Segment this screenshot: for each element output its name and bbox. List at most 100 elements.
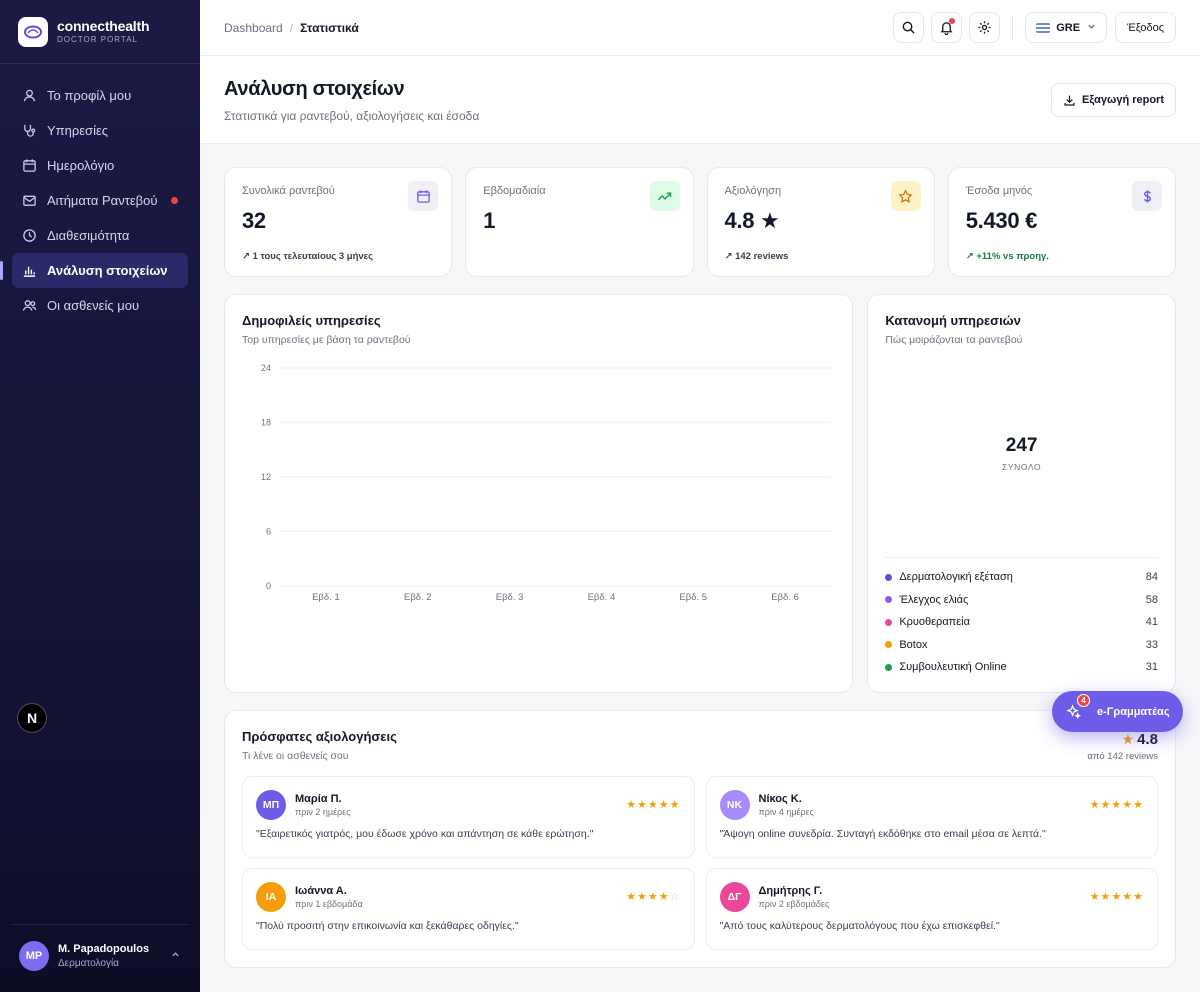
legend-dot <box>885 641 893 649</box>
y-tick-label: 0 <box>266 581 271 591</box>
page-title: Ανάλυση στοιχείων <box>224 78 405 100</box>
stat-card-rating: Αξιολόγηση 4.8 ★ ↗ 142 reviews <box>706 167 935 277</box>
x-tick-label: Εβδ. 1 <box>312 592 340 603</box>
language-select[interactable]: GRE <box>1025 12 1108 43</box>
avatar: ΜΠ <box>256 790 286 820</box>
card-title: Κατανομή υπηρεσιών <box>885 313 1021 328</box>
calendar-icon <box>23 159 36 172</box>
x-tick-label: Εβδ. 4 <box>588 592 616 603</box>
avatar: ΔΓ <box>719 882 750 912</box>
sidebar-item-services[interactable]: Υπηρεσίες <box>12 113 188 148</box>
export-report-button[interactable]: Εξαγωγή report <box>1051 83 1176 117</box>
chevron-down-icon <box>1087 22 1096 33</box>
user-menu[interactable]: MP M. Papadopoulos Δερματολογία <box>12 924 188 974</box>
sidebar-item-availability[interactable]: Διαθεσιμότητα <box>12 218 188 253</box>
card-subtitle: Πώς μοιράζονται τα ραντεβού <box>885 334 1023 346</box>
legend-label: Κρυοθεραπεία <box>899 616 970 629</box>
legend-label: Συμβουλευτική Online <box>899 661 1007 674</box>
review-score-value: 4.8 <box>1137 731 1158 748</box>
clock-icon <box>23 229 36 242</box>
stat-label: Έσοδα μηνός <box>965 185 1033 197</box>
search-button[interactable] <box>893 12 925 43</box>
stat-note-text: 142 reviews <box>735 251 789 262</box>
legend-dot <box>885 596 893 604</box>
mail-icon <box>23 195 36 206</box>
star-rating: ★★★★★ <box>1089 799 1144 811</box>
page-header: Ανάλυση στοιχείων Στατιστικά για ραντεβο… <box>200 56 1200 144</box>
search-icon <box>902 21 915 34</box>
review-item: ΜΠ Μαρία Π. πριν 2 ημέρες ★★★★★ "Εξαιρετ… <box>242 776 695 858</box>
y-tick-label: 12 <box>261 472 271 482</box>
card-title: Πρόσφατες αξιολογήσεις <box>242 729 397 744</box>
review-text: "Άψογη online συνεδρία. Συνταγή εκδόθηκε… <box>719 828 1046 840</box>
legend-item: Έλεγχος ελιάς 58 <box>885 589 1158 612</box>
notifications-button[interactable] <box>931 12 963 43</box>
arrow-up-right-icon: ↗ <box>724 251 733 262</box>
breadcrumb: Dashboard / Στατιστικά <box>224 21 359 35</box>
sidebar-item-label: Διαθεσιμότητα <box>47 228 130 243</box>
calendar-icon <box>408 181 439 211</box>
language-label: GRE <box>1056 21 1081 34</box>
download-icon <box>1064 95 1075 106</box>
legend-value: 58 <box>1145 593 1158 606</box>
legend-item: Δερματολογική εξέταση 84 <box>885 566 1158 589</box>
logout-button[interactable]: Έξοδος <box>1115 12 1176 43</box>
breadcrumb-root[interactable]: Dashboard <box>224 20 283 35</box>
reviewer-name: Μαρία Π. <box>295 793 342 805</box>
settings-button[interactable] <box>969 12 1001 43</box>
stat-value: 4.8 ★ <box>724 208 780 233</box>
legend-label: Έλεγχος ελιάς <box>899 593 969 606</box>
sidebar-item-label: Το προφίλ μου <box>47 88 132 103</box>
sidebar-item-label: Ανάλυση στοιχείων <box>47 263 168 278</box>
recent-reviews-card: Πρόσφατες αξιολογήσεις Τι λένε οι ασθενε… <box>224 710 1176 968</box>
page-subtitle: Στατιστικά για ραντεβού, αξιολογήσεις κα… <box>224 109 480 123</box>
main-area: Dashboard / Στατιστικά GRE Έξοδος <box>200 0 1200 992</box>
card-subtitle: Top υπηρεσίες με βάση τα ραντεβού <box>242 334 411 346</box>
star-rating: ★★★★☆ <box>626 891 681 903</box>
x-tick-label: Εβδ. 6 <box>771 592 799 603</box>
next-logo-icon[interactable]: N <box>18 704 46 732</box>
sidebar-item-label: Ημερολόγιο <box>47 158 115 173</box>
y-tick-label: 18 <box>261 418 271 428</box>
stat-note-text: +11% vs προηγ. <box>976 251 1049 262</box>
notification-dot <box>171 197 178 204</box>
sidebar-item-patients[interactable]: Οι ασθενείς μου <box>12 288 188 323</box>
review-score: ★ 4.8 από 142 reviews <box>1087 731 1158 762</box>
service-distribution-card: Κατανομή υπηρεσιών Πώς μοιράζονται τα ρα… <box>867 294 1176 693</box>
x-tick-label: Εβδ. 2 <box>404 592 432 603</box>
breadcrumb-separator: / <box>289 20 294 35</box>
review-time: πριν 4 ημέρες <box>758 807 815 817</box>
review-text: "Πολύ προσιτή στην επικοινωνία και ξεκάθ… <box>256 920 519 932</box>
sidebar-item-label: Αιτήματα Ραντεβού <box>47 193 158 208</box>
user-icon <box>23 89 36 102</box>
chevron-up-icon[interactable] <box>171 950 180 962</box>
stat-value: 5.430 € <box>965 208 1038 233</box>
legend-value: 84 <box>1145 571 1158 584</box>
review-time: πριν 2 εβδομάδες <box>758 899 830 909</box>
breadcrumb-current: Στατιστικά <box>300 20 359 35</box>
sidebar-item-profile[interactable]: Το προφίλ μου <box>12 78 188 113</box>
user-role: Δερματολογία <box>58 957 119 969</box>
legend-label: Botox <box>899 638 928 651</box>
review-item: ΝΚ Νίκος Κ. πριν 4 ημέρες ★★★★★ "Άψογη o… <box>705 776 1158 858</box>
legend-label: Δερματολογική εξέταση <box>899 571 1013 584</box>
stethoscope-icon <box>24 124 36 137</box>
sidebar-item-label: Οι ασθενείς μου <box>47 298 140 313</box>
brand[interactable]: connecthealth DOCTOR PORTAL <box>0 0 200 64</box>
user-name: M. Papadopoulos <box>58 942 150 955</box>
avatar: ΝΚ <box>719 790 750 820</box>
total-value: 247 <box>1005 435 1038 456</box>
stat-note-text: 1 τους τελευταίους 3 μήνες <box>252 251 374 262</box>
x-tick-label: Εβδ. 5 <box>679 592 707 603</box>
sidebar-item-requests[interactable]: Αιτήματα Ραντεβού <box>12 183 188 218</box>
logo-icon <box>18 16 48 47</box>
e-secretary-button[interactable]: 4 e-Γραμματέας <box>1052 691 1183 732</box>
sidebar-item-analytics[interactable]: Ανάλυση στοιχείων <box>0 253 188 288</box>
gear-icon <box>978 21 991 34</box>
sidebar: connecthealth DOCTOR PORTAL Το προφίλ μο… <box>0 0 200 992</box>
star-icon: ★ <box>1121 731 1135 747</box>
total-label: ΣΥΝΟΛΟ <box>1002 462 1042 472</box>
e-secretary-label: e-Γραμματέας <box>1097 705 1170 718</box>
popular-services-card: Δημοφιλείς υπηρεσίες Top υπηρεσίες με βά… <box>224 294 854 693</box>
sidebar-item-calendar[interactable]: Ημερολόγιο <box>12 148 188 183</box>
